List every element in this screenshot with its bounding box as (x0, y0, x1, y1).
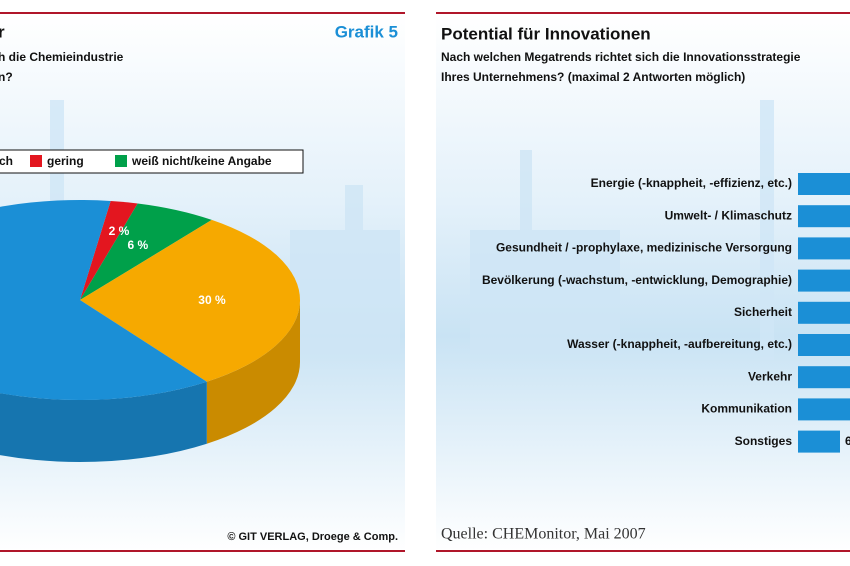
data-label: 6 % (128, 238, 149, 252)
skyline (50, 100, 774, 360)
pie-side (206, 300, 300, 444)
tag: Grafik 5 (335, 22, 398, 41)
pie-slice (80, 219, 300, 382)
bar (798, 301, 850, 324)
title: r (0, 22, 5, 41)
data-label: 30 % (198, 293, 226, 307)
y-tick-label: Gesundheit / -prophylaxe, medizinische V… (496, 241, 792, 255)
bar (798, 398, 850, 421)
data-label: 2 % (109, 224, 130, 238)
bar (798, 237, 850, 260)
subtitle: h die Chemieindustrie (0, 50, 124, 64)
bar (798, 269, 850, 292)
bar (798, 430, 840, 453)
legend-swatch (30, 155, 42, 167)
y-tick-label: Kommunikation (701, 402, 792, 416)
data-label: 6 (845, 434, 850, 448)
y-tick-label: Bevölkerung (-wachstum, -entwicklung, De… (482, 273, 792, 287)
source: Quelle: CHEMonitor, Mai 2007 (441, 526, 646, 543)
y-tick-label: Wasser (-knappheit, -aufbereitung, etc.) (567, 337, 792, 351)
y-tick-label: Umwelt- / Klimaschutz (665, 208, 792, 222)
source: © GIT VERLAG, Droege & Comp. (227, 531, 398, 543)
title: Potential für Innovationen (441, 24, 651, 43)
pie-slice (0, 200, 207, 400)
subtitle: n? (0, 70, 13, 84)
legend-box (0, 149, 304, 174)
y-tick-label: Sonstiges (735, 434, 793, 448)
legend-label: ch (0, 154, 13, 168)
y-tick-label: Energie (-knappheit, -effizienz, etc.) (591, 176, 792, 190)
y-tick-label: Sicherheit (734, 305, 792, 319)
legend-swatch (115, 155, 127, 167)
bar (798, 173, 850, 195)
bar (798, 334, 850, 356)
bar (798, 366, 850, 389)
pie-slice (80, 203, 212, 300)
subtitle: Nach welchen Megatrends richtet sich die… (441, 50, 801, 64)
y-tick-label: Verkehr (748, 369, 792, 383)
subtitle: Ihres Unternehmens? (maximal 2 Antworten… (441, 70, 745, 84)
legend-label: gering (47, 154, 84, 168)
pie-slice (80, 200, 138, 300)
pie-side (0, 381, 207, 462)
bar (798, 205, 850, 228)
legend-label: weiß nicht/keine Angabe (131, 154, 272, 168)
